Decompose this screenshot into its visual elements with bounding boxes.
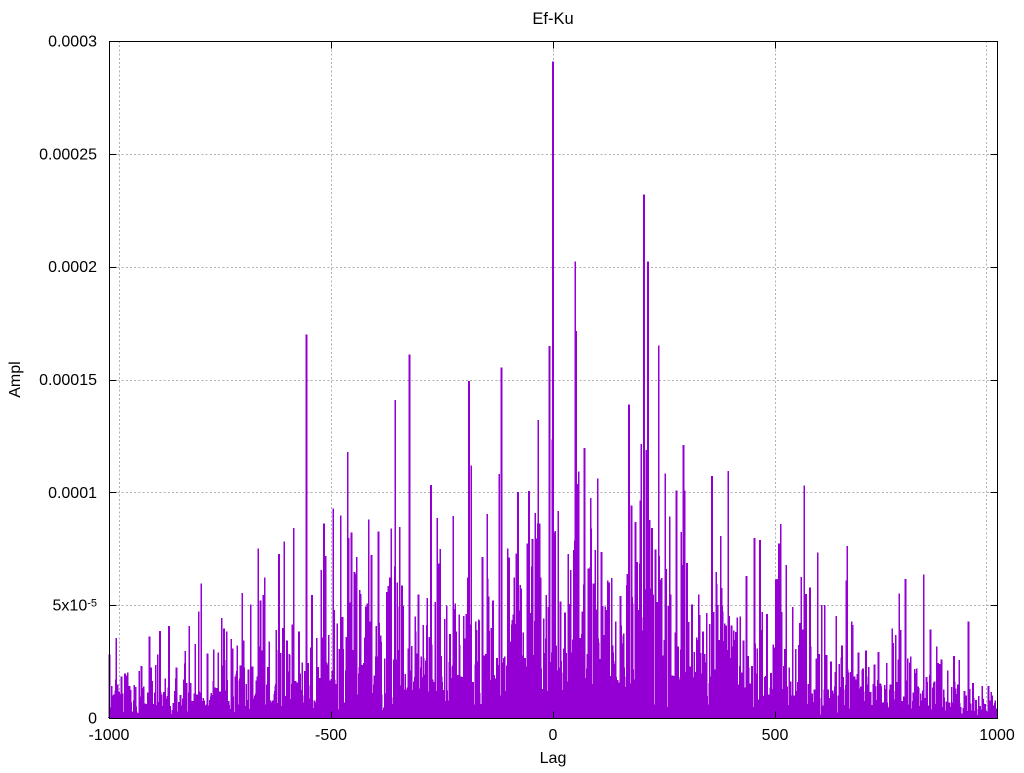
svg-text:Ef-Ku: Ef-Ku [532,10,573,28]
svg-text:0.00025: 0.00025 [39,146,97,163]
svg-text:0: 0 [549,727,558,744]
svg-text:Lag: Lag [540,750,567,767]
svg-text:-500: -500 [315,727,347,744]
svg-text:500: 500 [762,727,789,744]
svg-text:0.0001: 0.0001 [48,485,97,502]
svg-text:0: 0 [88,711,97,728]
svg-text:Ampl: Ampl [7,361,24,397]
svg-text:0.0003: 0.0003 [48,34,97,51]
svg-text:-1000: -1000 [89,727,130,744]
svg-text:1000: 1000 [979,727,1015,744]
svg-text:0.0002: 0.0002 [48,259,97,276]
svg-text:0.00015: 0.00015 [39,372,97,389]
